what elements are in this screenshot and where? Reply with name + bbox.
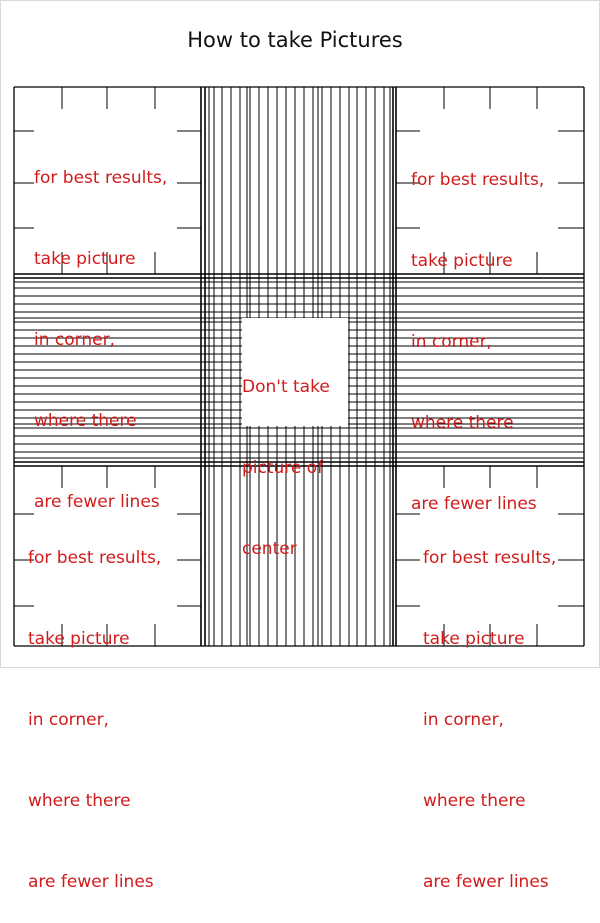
note-bottom-right: for best results, take picture in corner…: [423, 491, 556, 923]
note-line: in corner,: [34, 330, 115, 350]
note-line: are fewer lines: [28, 872, 154, 892]
note-line: for best results,: [411, 170, 545, 190]
center-note-line: picture of: [242, 458, 324, 478]
center-note-line: center: [242, 539, 297, 559]
note-line: where there: [28, 791, 131, 811]
counting-grid-diagram: [13, 86, 585, 647]
note-line: for best results,: [423, 548, 557, 568]
note-line: in corner,: [411, 332, 492, 352]
note-top-left: for best results, take picture in corner…: [34, 111, 167, 543]
note-line: take picture: [423, 629, 525, 649]
center-blank-box: [242, 318, 348, 426]
note-line: are fewer lines: [423, 872, 549, 892]
note-line: take picture: [411, 251, 513, 271]
note-line: where there: [423, 791, 526, 811]
note-line: where there: [34, 411, 137, 431]
note-line: in corner,: [423, 710, 504, 730]
note-top-right: for best results, take picture in corner…: [411, 113, 544, 545]
note-line: in corner,: [28, 710, 109, 730]
note-line: for best results,: [34, 168, 168, 188]
note-bottom-left: for best results, take picture in corner…: [28, 491, 161, 923]
note-line: where there: [411, 413, 514, 433]
note-line: take picture: [28, 629, 130, 649]
center-note-line: Don't take: [242, 377, 330, 397]
note-line: are fewer lines: [34, 492, 160, 512]
note-line: are fewer lines: [411, 494, 537, 514]
center-note: Don't take picture of center: [242, 320, 330, 590]
diagram-title: How to take Pictures: [187, 28, 403, 52]
note-line: take picture: [34, 249, 136, 269]
note-line: for best results,: [28, 548, 162, 568]
